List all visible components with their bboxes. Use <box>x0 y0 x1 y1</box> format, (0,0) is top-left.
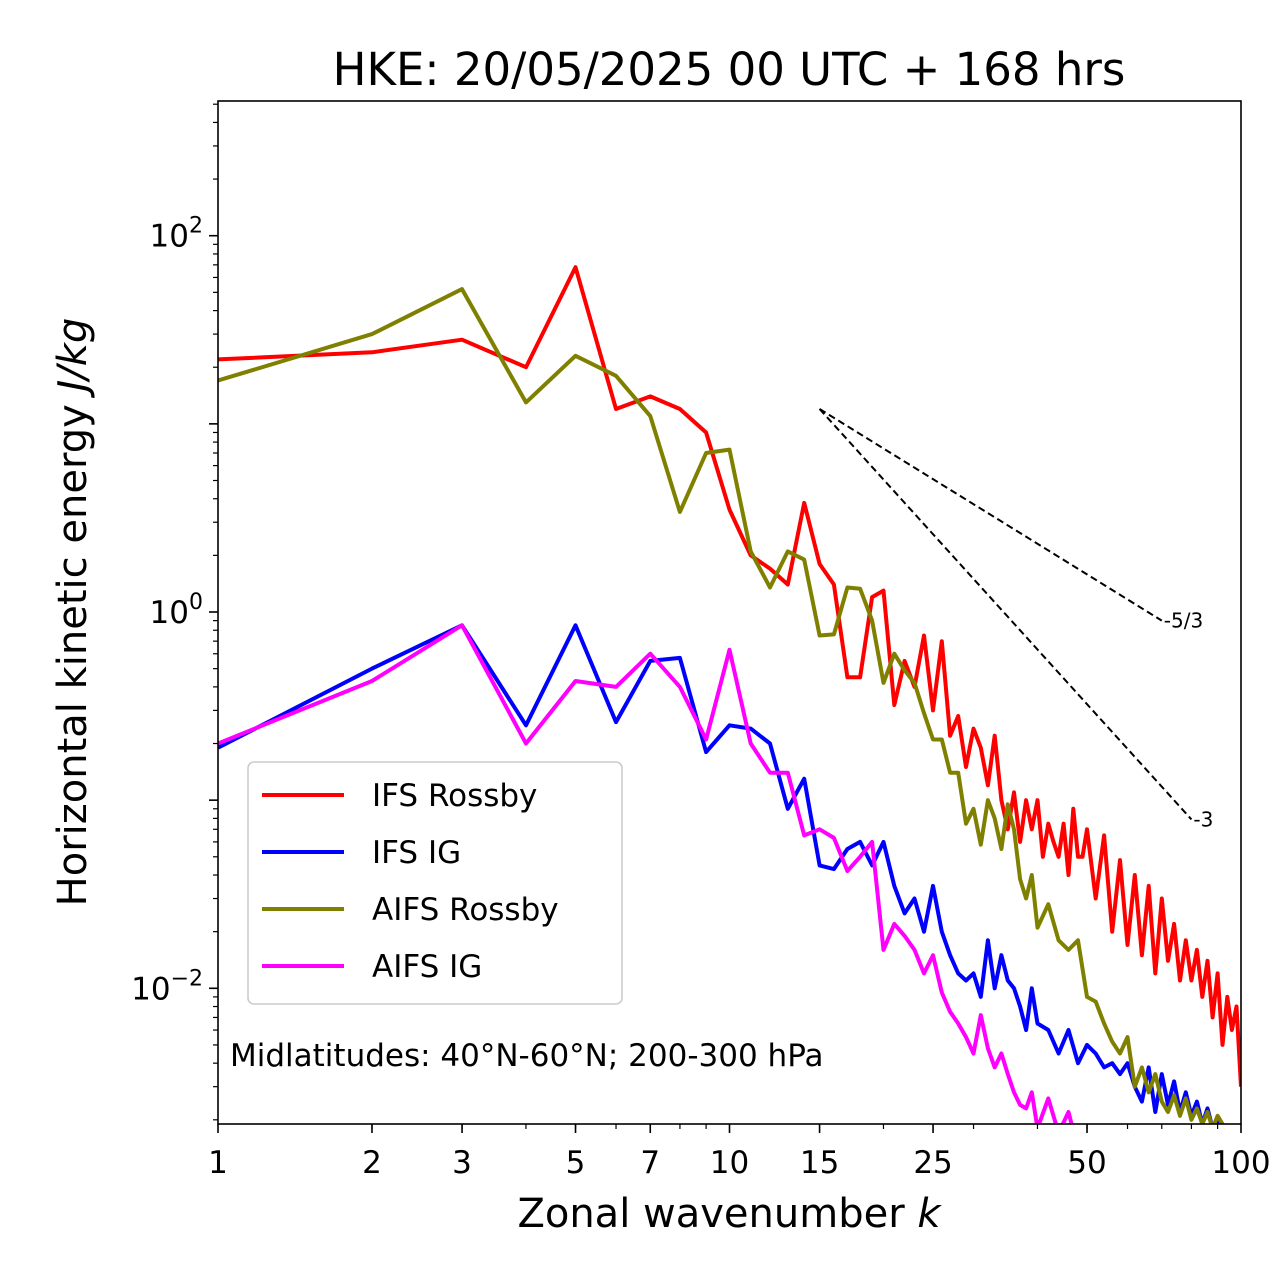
y-axis-label-unit: J/kg <box>50 318 96 399</box>
x-tick-label: 3 <box>452 1145 472 1181</box>
legend-label-2: IFS IG <box>372 835 461 871</box>
y-tick-label-exponent: −2 <box>171 966 203 991</box>
legend-box <box>247 761 623 1005</box>
series-line-3 <box>218 287 1225 1124</box>
x-axis-label: Zonal wavenumber k <box>517 1191 942 1237</box>
y-tick-label: 100 <box>150 590 203 631</box>
reference-slope-label-1: -5/3 <box>1164 609 1203 633</box>
y-tick-label-exponent: 2 <box>189 214 203 239</box>
series-line-4 <box>218 623 1074 1124</box>
series-lines <box>218 265 1241 1124</box>
y-tick-label-base: 10 <box>131 971 170 1007</box>
x-tick-label: 10 <box>710 1145 749 1181</box>
y-tick-label: 10−2 <box>131 966 203 1007</box>
x-axis-label-text: Zonal wavenumber <box>517 1191 917 1237</box>
region-annotation: Midlatitudes: 40°N-60°N; 200-300 hPa <box>230 1038 824 1074</box>
y-axis-label: Horizontal kinetic energy J/kg <box>50 318 96 907</box>
reference-slope-label-2: -3 <box>1193 807 1213 831</box>
x-tick-label: 100 <box>1211 1145 1270 1181</box>
x-tick-label: 15 <box>800 1145 839 1181</box>
x-tick-label: 2 <box>362 1145 382 1181</box>
reference-slope-lines: -5/3 -3 <box>818 408 1213 831</box>
legend-label-3: AIFS Rossby <box>372 892 559 928</box>
y-axis-label-text: Horizontal kinetic energy <box>50 392 96 907</box>
legend-label-4: AIFS IG <box>372 949 482 985</box>
x-tick-label: 5 <box>566 1145 586 1181</box>
x-tick-label: 25 <box>913 1145 952 1181</box>
chart-title: HKE: 20/05/2025 00 UTC + 168 hrs <box>333 43 1126 96</box>
y-tick-label-base: 10 <box>150 595 189 631</box>
reference-slope-line-1 <box>819 408 1163 622</box>
y-tick-label-exponent: 0 <box>189 590 203 615</box>
y-tick-label-base: 10 <box>150 219 189 255</box>
legend: IFS Rossby IFS IG AIFS Rossby AIFS IG <box>247 761 623 1005</box>
legend-label-1: IFS Rossby <box>372 778 537 814</box>
x-tick-label: 1 <box>208 1145 228 1181</box>
x-axis: 1 2 3 5 7 10 15 25 50 100 <box>208 1124 1271 1181</box>
x-tick-label: 7 <box>640 1145 660 1181</box>
x-axis-label-variable: k <box>917 1191 942 1237</box>
x-tick-label: 50 <box>1067 1145 1106 1181</box>
reference-slope-line-2 <box>818 408 1193 821</box>
series-line-1 <box>218 265 1241 1087</box>
y-tick-label: 102 <box>150 214 203 255</box>
